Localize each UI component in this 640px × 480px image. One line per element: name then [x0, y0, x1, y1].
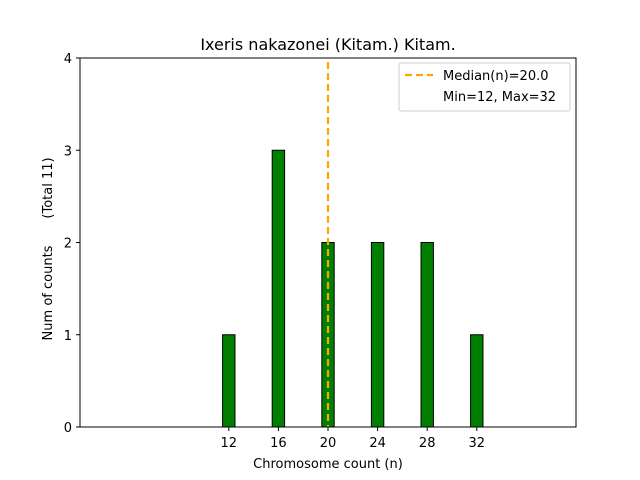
y-tick-label: 2 [64, 237, 72, 252]
bar-12 [222, 334, 236, 428]
y-tick-label: 1 [64, 329, 72, 344]
bar-24 [370, 242, 385, 428]
y-tick-label: 3 [64, 144, 72, 159]
x-tick-label: 32 [469, 436, 486, 451]
y-axis-label: Num of counts [41, 245, 56, 340]
x-tick-label: 28 [419, 436, 436, 451]
x-tick-label: 12 [221, 436, 238, 451]
y-tick-label: 4 [64, 52, 72, 67]
y-axis-total-label: (Total 11) [41, 157, 56, 218]
bar-20 [321, 242, 335, 428]
x-tick-label: 16 [270, 436, 287, 451]
bar-series [222, 149, 484, 428]
y-tick-label: 0 [64, 421, 72, 436]
y-axis: 0 1 2 3 4 [64, 52, 80, 436]
x-axis-label: Chromosome count (n) [253, 457, 403, 472]
plot-area [79, 57, 577, 428]
legend-box [398, 62, 571, 112]
legend: Median(n)=20.0 Min=12, Max=32 [398, 62, 571, 112]
x-tick-label: 24 [369, 436, 386, 451]
y-axis-label-group: Num of counts (Total 11) [41, 157, 56, 340]
legend-range-label: Min=12, Max=32 [443, 90, 556, 105]
bar-28 [420, 242, 434, 428]
legend-median-label: Median(n)=20.0 [443, 69, 549, 84]
x-tick-label: 20 [320, 436, 337, 451]
chart-title: Ixeris nakazonei (Kitam.) Kitam. [200, 35, 455, 54]
x-axis: 12 16 20 24 28 32 [221, 427, 486, 451]
bar-16 [271, 149, 286, 428]
bar-32 [470, 334, 484, 428]
